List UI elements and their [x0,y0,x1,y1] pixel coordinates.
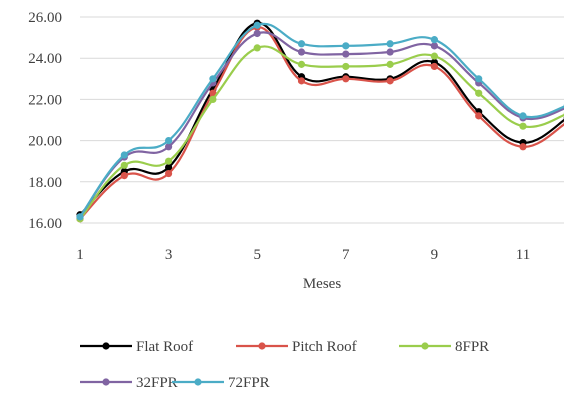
y-tick-label: 22.00 [28,92,62,108]
data-point [519,143,527,151]
data-point [209,95,217,103]
data-point [76,213,84,221]
data-point [297,40,306,48]
series-pitch-roof [76,23,564,223]
data-point [386,40,394,48]
y-tick-label: 20.00 [28,134,62,150]
legend-item: 72FPR [172,375,270,391]
x-tick-label: 3 [165,247,173,263]
x-axis-title: Meses [303,276,341,292]
data-point [297,60,306,68]
legend-item: Flat Roof [80,339,193,355]
data-point [120,161,128,169]
data-point [297,48,306,56]
legend-marker [102,378,110,386]
data-point [430,36,438,44]
series-line [79,45,564,220]
x-tick-label: 9 [431,247,439,263]
legend-item: Pitch Roof [236,339,357,355]
data-point [165,137,173,145]
legend-item: 32FPR [80,375,178,391]
x-tick-label: 5 [253,247,261,263]
data-point [120,172,128,180]
series-72fpr [76,21,564,221]
legend-label: 32FPR [136,375,178,391]
data-point [342,75,350,83]
y-axis-tick-labels: 16.00 18.00 20.00 22.00 24.00 26.00 [28,10,62,232]
data-point [475,75,483,83]
legend-label: Pitch Roof [292,339,357,355]
y-tick-label: 26.00 [28,10,62,26]
legend-marker [258,342,266,350]
series-line [79,22,564,216]
data-point [386,77,394,85]
data-point [386,48,394,56]
x-axis-tick-labels: 1 3 5 7 9 11 [76,247,530,263]
y-tick-label: 16.00 [28,216,62,232]
data-point [430,52,438,60]
series-line [79,22,564,218]
legend-marker [102,342,110,350]
data-point [519,112,527,120]
legend-label: 8FPR [455,339,489,355]
data-point [209,89,217,97]
legend-label: 72FPR [228,375,270,391]
data-point [120,151,128,159]
data-point [342,50,350,58]
data-point [475,89,483,97]
data-point [165,157,173,165]
data-point [475,112,483,120]
legend: Flat Roof Pitch Roof 8FPR 32FPR 72FPR [80,339,489,391]
data-point [165,163,173,171]
legend-item: 8FPR [399,339,489,355]
x-tick-label: 11 [516,247,530,263]
data-point [165,143,173,151]
data-point [430,62,438,71]
data-point [209,75,217,83]
data-point [253,29,261,38]
series-flat-roof [76,19,564,219]
data-point [253,44,261,52]
x-tick-label: 7 [342,247,350,263]
y-tick-label: 24.00 [28,51,62,67]
data-point [165,169,173,178]
data-point [519,122,527,130]
plot-area [76,19,564,223]
data-point [297,77,306,85]
legend-marker [194,378,202,386]
legend-label: Flat Roof [136,339,193,355]
gridlines [80,16,564,183]
data-point [342,62,350,71]
data-point [386,60,394,68]
data-point [253,21,261,29]
x-tick-label: 1 [76,247,84,263]
y-tick-label: 18.00 [28,175,62,191]
data-point [430,42,438,50]
series-8fpr [76,44,564,223]
data-point [342,42,350,50]
legend-marker [421,342,429,350]
